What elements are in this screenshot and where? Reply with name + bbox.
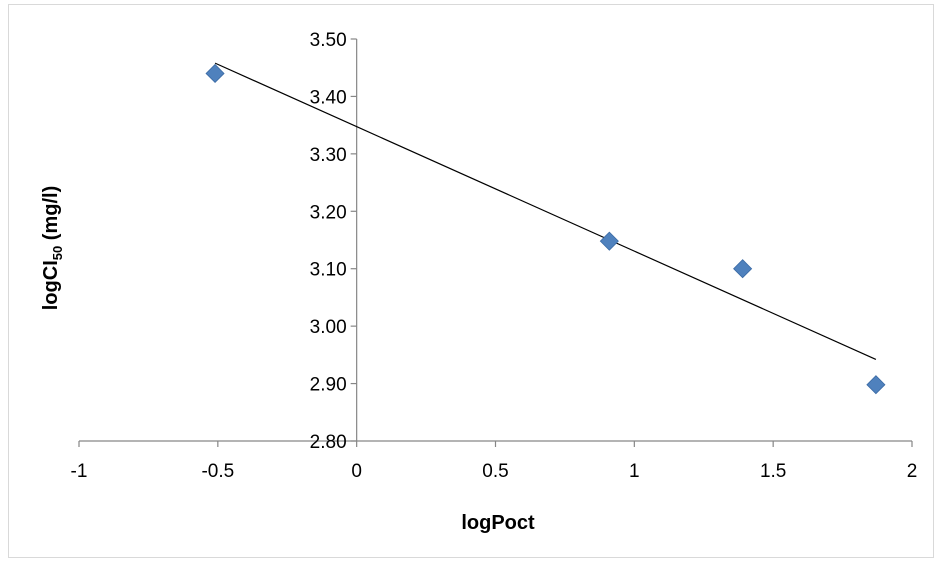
y-tick-label: 3.00 [310,317,347,338]
data-point [205,63,225,84]
data-point [866,375,886,395]
scatter-chart: -1 -0.5 0 0.5 1 1.5 2 2.80 2.90 3.00 3.10 3.20 3.30 3… [40,30,918,534]
y-axis-title-main: logCI [40,260,62,310]
x-tick-label: 0.5 [482,461,508,482]
x-tick-label: 1.5 [760,461,786,482]
x-tick-label: 2 [907,461,918,482]
y-axis-title: logCI50 (mg/l) [40,186,65,310]
x-tick-label: -1 [71,461,88,482]
y-tick-label: 2.80 [310,432,347,453]
y-tick-label: 3.30 [310,145,347,166]
x-tick-label: -0.5 [201,461,234,482]
trendline-group [214,62,877,360]
data-point [733,259,753,279]
data-point [599,231,619,251]
y-tick-label: 3.50 [310,30,347,51]
trendline [214,62,877,360]
y-tick-label: 3.20 [310,202,347,223]
y-tick-label: 3.10 [310,260,347,281]
y-axis-title-suffix: (mg/l) [40,186,62,246]
axes: -1 -0.5 0 0.5 1 1.5 2 2.80 2.90 3.00 3.10 3.20 3.30 3… [71,30,918,482]
x-axis-title: logPoct [461,512,535,534]
y-tick-label: 2.90 [310,375,347,396]
x-tick-label: 0 [351,461,362,482]
y-axis-title-subscript: 50 [50,246,65,260]
chart-area: -1 -0.5 0 0.5 1 1.5 2 2.80 2.90 3.00 3.10 3.20 3.30 3… [8,4,934,558]
x-tick-label: 1 [629,461,640,482]
data-points [205,63,886,395]
y-tick-label: 3.40 [310,87,347,108]
